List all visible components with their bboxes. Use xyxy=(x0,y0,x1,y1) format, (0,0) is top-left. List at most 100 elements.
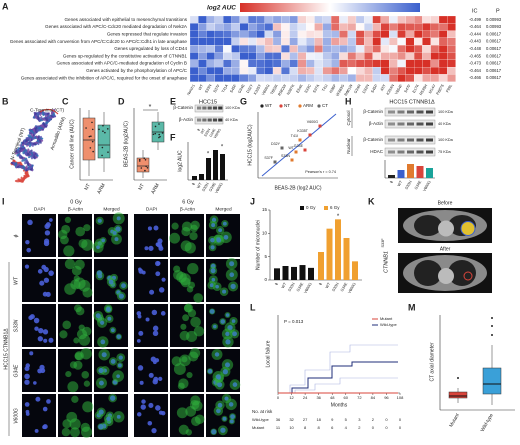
heatmap-cell xyxy=(297,30,307,39)
nucleus xyxy=(228,402,234,407)
label: V600G xyxy=(214,182,223,194)
nucleus xyxy=(118,355,123,360)
nucleus xyxy=(148,245,154,251)
heatmap-cell xyxy=(264,23,274,31)
nucleus xyxy=(223,234,229,240)
nucleus xyxy=(147,420,153,426)
heatmap-cell xyxy=(223,59,232,68)
heatmap-cell xyxy=(256,15,265,24)
point xyxy=(290,158,294,162)
heatmap-cell xyxy=(297,66,307,75)
label: 40 KDa xyxy=(438,122,452,126)
cell xyxy=(193,326,205,337)
blot-band xyxy=(416,138,424,142)
nucleus xyxy=(46,399,51,404)
label: I xyxy=(2,196,5,206)
label: Genes upregulated by loss of CD44 xyxy=(114,46,187,51)
blot-band xyxy=(416,150,424,154)
heatmap-cell xyxy=(322,23,332,31)
helix xyxy=(50,108,56,115)
heatmap-cell xyxy=(289,30,299,39)
heatmap-cell xyxy=(256,66,265,75)
nucleus xyxy=(232,331,237,337)
heatmap-cell xyxy=(422,59,431,68)
nucleus xyxy=(112,230,117,235)
heatmap-cell xyxy=(380,66,390,75)
nucleus xyxy=(107,316,112,321)
heatmap-cell xyxy=(248,30,257,39)
label: 18 xyxy=(316,417,321,422)
label: No. at risk xyxy=(252,409,273,414)
nucleus xyxy=(151,428,157,434)
nucleus xyxy=(161,277,166,282)
dot xyxy=(101,154,103,157)
point xyxy=(308,133,312,137)
label: Pearson's r = 0.74 xyxy=(305,170,336,174)
label: G34E xyxy=(209,127,217,137)
nucleus xyxy=(136,339,141,343)
label: G34E xyxy=(237,83,246,94)
nucleus xyxy=(48,218,53,222)
label: -0.444 xyxy=(469,31,482,36)
cell xyxy=(190,224,198,233)
heatmap-cell xyxy=(223,30,232,39)
label: WT xyxy=(13,276,19,285)
heatmap-cell xyxy=(372,15,382,24)
label: E17K xyxy=(412,83,420,93)
nucleus xyxy=(147,226,152,231)
heatmap-cell xyxy=(438,66,448,75)
heatmap-cell xyxy=(422,74,431,82)
cell xyxy=(181,221,193,232)
label: 108 xyxy=(397,395,404,400)
heatmap-cell xyxy=(281,37,290,46)
nucleus xyxy=(139,380,144,385)
heatmap-cell xyxy=(339,52,348,60)
heatmap-cell xyxy=(447,52,456,60)
blot-band xyxy=(426,110,433,114)
dot xyxy=(158,133,161,136)
blot-band xyxy=(426,122,433,126)
cell xyxy=(171,356,182,367)
heatmap-cell xyxy=(414,23,423,31)
heatmap-cell xyxy=(231,52,240,60)
heatmap-cell xyxy=(389,30,398,39)
dot xyxy=(140,167,143,169)
heatmap-cell xyxy=(206,45,216,53)
dot xyxy=(91,121,93,124)
nucleus xyxy=(210,237,215,243)
label: D32N xyxy=(362,83,370,94)
label: 5 xyxy=(264,254,267,259)
blot-band xyxy=(407,110,414,114)
cell xyxy=(180,323,187,330)
heatmap-cell xyxy=(248,52,257,60)
heatmap-cell xyxy=(314,37,323,46)
label: 15 xyxy=(262,207,268,212)
heatmap-cell xyxy=(355,30,365,39)
cell xyxy=(184,242,196,254)
nucleus xyxy=(43,338,48,343)
blot-band xyxy=(388,122,395,126)
heatmap-cell xyxy=(306,15,315,24)
heatmap-cell xyxy=(380,15,390,24)
heatmap-cell xyxy=(430,59,440,68)
blot-band xyxy=(212,118,218,122)
heatmap-cell xyxy=(331,52,340,60)
nucleus xyxy=(99,380,104,386)
nucleus xyxy=(138,267,142,272)
label: 36 xyxy=(276,417,281,422)
heatmap-cell xyxy=(364,15,373,24)
heatmap-cell xyxy=(314,52,323,60)
nucleus xyxy=(211,429,217,435)
label: 0.00617 xyxy=(486,31,502,36)
heatmap-cell xyxy=(297,59,307,68)
heatmap-cell xyxy=(223,45,232,53)
cell xyxy=(73,275,80,282)
nucleus xyxy=(218,228,223,233)
nucleus xyxy=(116,216,121,221)
label: ARM xyxy=(303,103,313,108)
label: D32Y xyxy=(271,142,281,146)
label: Notch1 xyxy=(186,84,195,96)
heatmap-cell xyxy=(198,15,207,24)
nucleus xyxy=(150,356,157,362)
heatmap-cell xyxy=(339,66,348,75)
